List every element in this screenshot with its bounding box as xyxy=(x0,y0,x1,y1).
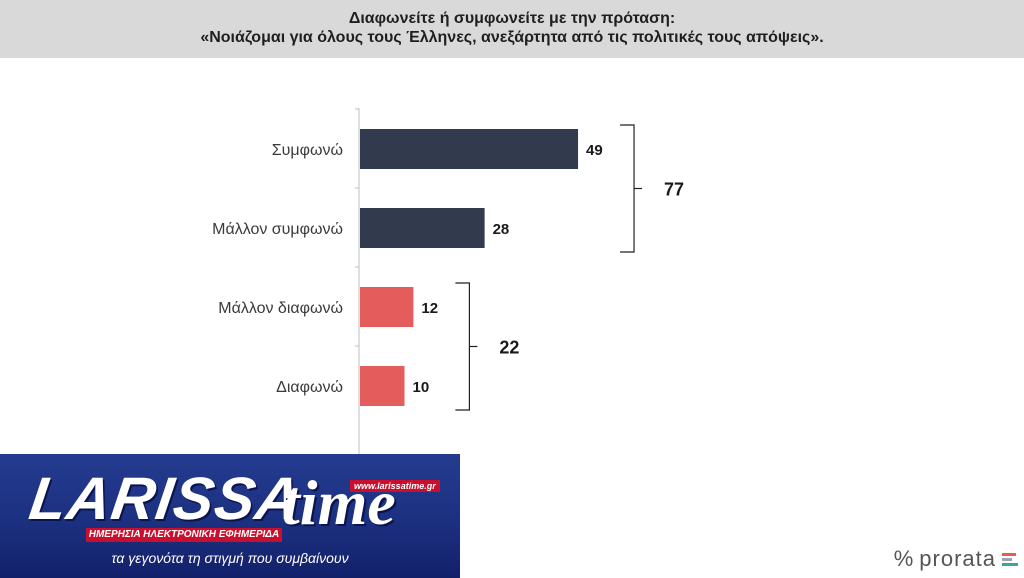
group-bracket xyxy=(620,124,635,253)
data-label: 12 xyxy=(421,300,438,317)
data-label: 28 xyxy=(493,221,510,238)
brand-name: prorata xyxy=(919,546,996,571)
category-label: Μάλλον διαφωνώ xyxy=(218,300,343,317)
chart-header: Διαφωνείτε ή συμφωνείτε με την πρόταση: … xyxy=(0,0,1024,58)
logo-time: time xyxy=(282,467,396,538)
group-bracket xyxy=(455,282,470,411)
bar-0 xyxy=(360,129,579,169)
logo-tagline: τα γεγονότα τη στιγμή που συμβαίνουν xyxy=(111,550,349,566)
larissatime-logo: LARISSA time www.larissatime.gr ΗΜΕΡΗΣΙΑ… xyxy=(0,454,460,578)
group-total-label: 22 xyxy=(499,338,519,358)
logo-strip: ΗΜΕΡΗΣΙΑ ΗΛΕΚΤΡΟΝΙΚΗ ΕΦΗΜΕΡΙΔΑ xyxy=(86,528,282,542)
chart-title-line2: «Νοιάζομαι για όλους τους Έλληνες, ανεξά… xyxy=(200,29,824,46)
data-label: 10 xyxy=(413,379,430,396)
chart-title-line1: Διαφωνείτε ή συμφωνείτε με την πρόταση: xyxy=(348,10,676,27)
bar-chart: Συμφωνώ 49 Μάλλον συμφωνώ 28 Μάλλον διαφωνώ 1… xyxy=(212,108,684,454)
bar-2 xyxy=(360,287,414,327)
bar-3 xyxy=(360,366,405,406)
logo-larissa: LARISSA xyxy=(25,465,306,532)
logo-url: www.larissatime.gr xyxy=(350,480,440,492)
data-label: 49 xyxy=(586,142,603,159)
category-label: Μάλλον συμφωνώ xyxy=(212,221,343,238)
brand-bars-icon xyxy=(1002,552,1018,566)
category-label: Διαφωνώ xyxy=(276,379,343,396)
prorata-logo: % prorata xyxy=(894,546,1018,572)
bar-1 xyxy=(360,208,485,248)
percent-icon: % xyxy=(893,546,914,571)
group-total-label: 77 xyxy=(664,180,684,200)
category-label: Συμφωνώ xyxy=(272,142,343,159)
